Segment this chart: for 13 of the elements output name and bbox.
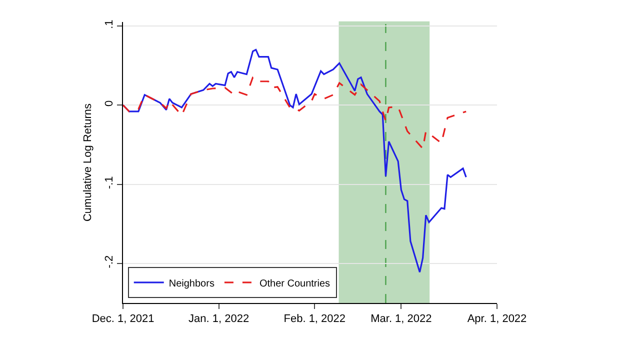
y-tick-label: -.2 — [104, 255, 116, 268]
y-tick-label: 0 — [104, 100, 116, 107]
x-tick-label: Mar. 1, 2022 — [370, 313, 432, 326]
y-axis-title: Cumulative Log Returns — [82, 103, 94, 222]
x-tick-label: Dec. 1, 2021 — [92, 313, 154, 326]
legend-label: Other Countries — [259, 278, 330, 290]
legend-label: Neighbors — [168, 278, 214, 290]
y-tick-label: -.1 — [104, 176, 116, 190]
x-tick-label: Jan. 1, 2022 — [188, 313, 250, 326]
x-tick-label: Feb. 1, 2022 — [284, 313, 346, 326]
y-tick-label: .1 — [104, 20, 116, 29]
x-tick-label: Apr. 1, 2022 — [467, 313, 527, 326]
line-series — [123, 76, 467, 150]
